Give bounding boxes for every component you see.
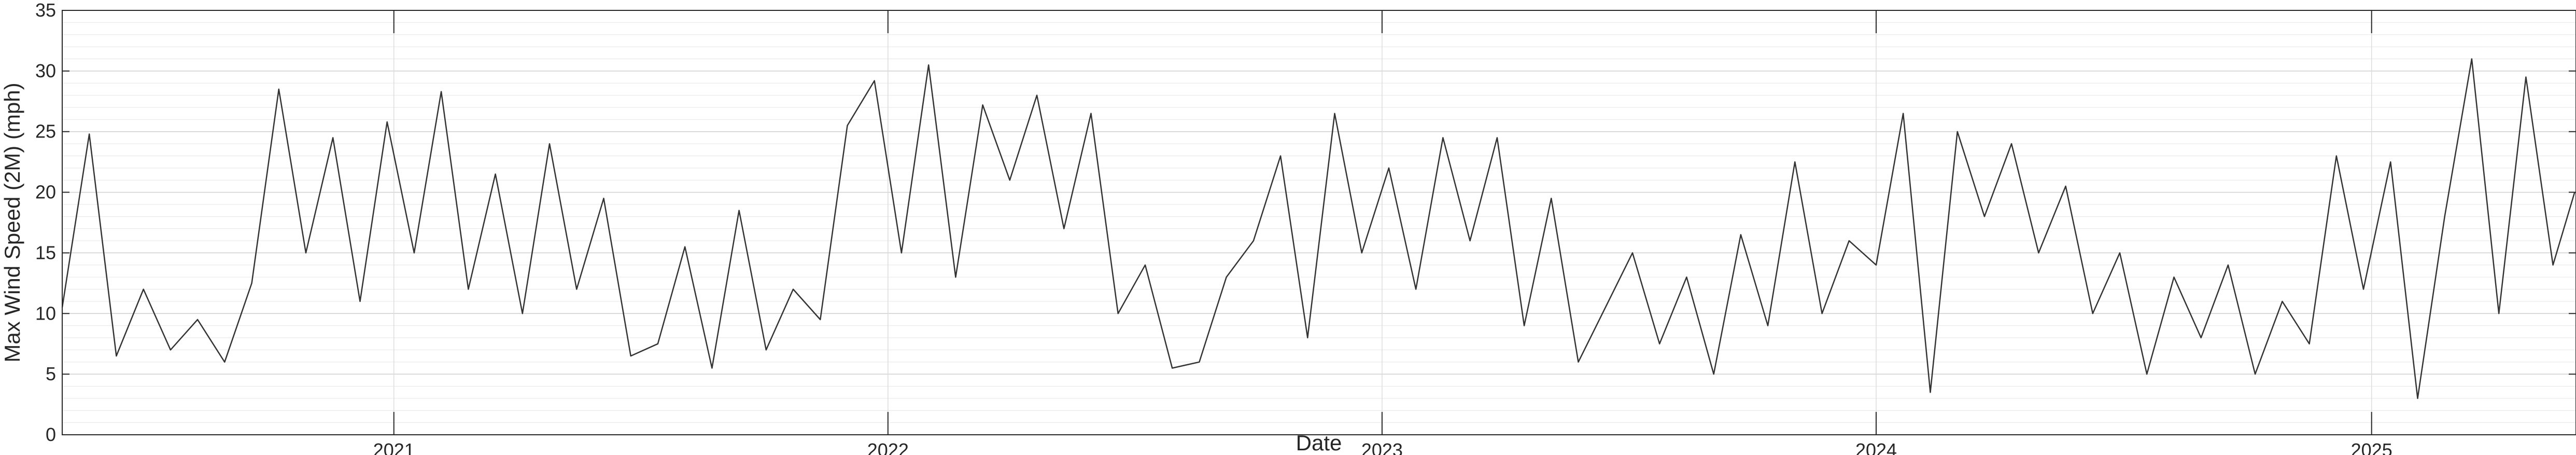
series-line — [61, 58, 2575, 399]
y-tick-label: 0 — [46, 424, 56, 445]
axes-box — [62, 10, 2576, 435]
y-tick-label: 5 — [46, 363, 56, 384]
y-axis-label: Max Wind Speed (2M) (mph) — [0, 82, 24, 362]
x-tick-label: 2025 — [2351, 439, 2392, 455]
x-tick-label: 2023 — [1361, 439, 1403, 455]
data-layer — [61, 58, 2575, 399]
x-tick-label: 2021 — [373, 439, 415, 455]
y-tick-label: 25 — [35, 121, 56, 142]
y-tick-label: 10 — [35, 302, 56, 324]
x-tick-labels: 2021 2022 2023 2024 2025 — [373, 439, 2392, 455]
x-tick-label: 2024 — [1855, 439, 1897, 455]
y-tick-labels: 0 5 10 15 20 25 30 35 — [35, 0, 56, 445]
y-tick-label: 20 — [35, 182, 56, 203]
y-tick-label: 35 — [35, 0, 56, 21]
plot-area — [62, 10, 2576, 435]
y-tick-label: 30 — [35, 60, 56, 81]
x-axis-label: Date — [1296, 431, 1342, 455]
x-tick-label: 2022 — [867, 439, 909, 455]
y-tick-label: 15 — [35, 242, 56, 263]
axis-ticks — [62, 10, 2576, 435]
minor-grid — [62, 22, 2576, 423]
